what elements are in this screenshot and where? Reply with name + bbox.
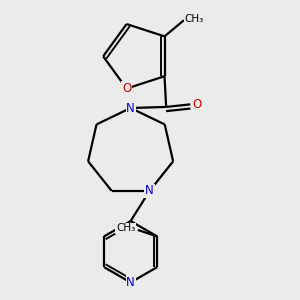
Text: N: N: [126, 101, 135, 115]
Text: O: O: [192, 98, 202, 111]
Text: O: O: [122, 82, 131, 95]
Text: N: N: [126, 276, 135, 289]
Text: CH₃: CH₃: [184, 14, 204, 24]
Text: N: N: [145, 184, 154, 197]
Text: CH₃: CH₃: [116, 223, 135, 233]
